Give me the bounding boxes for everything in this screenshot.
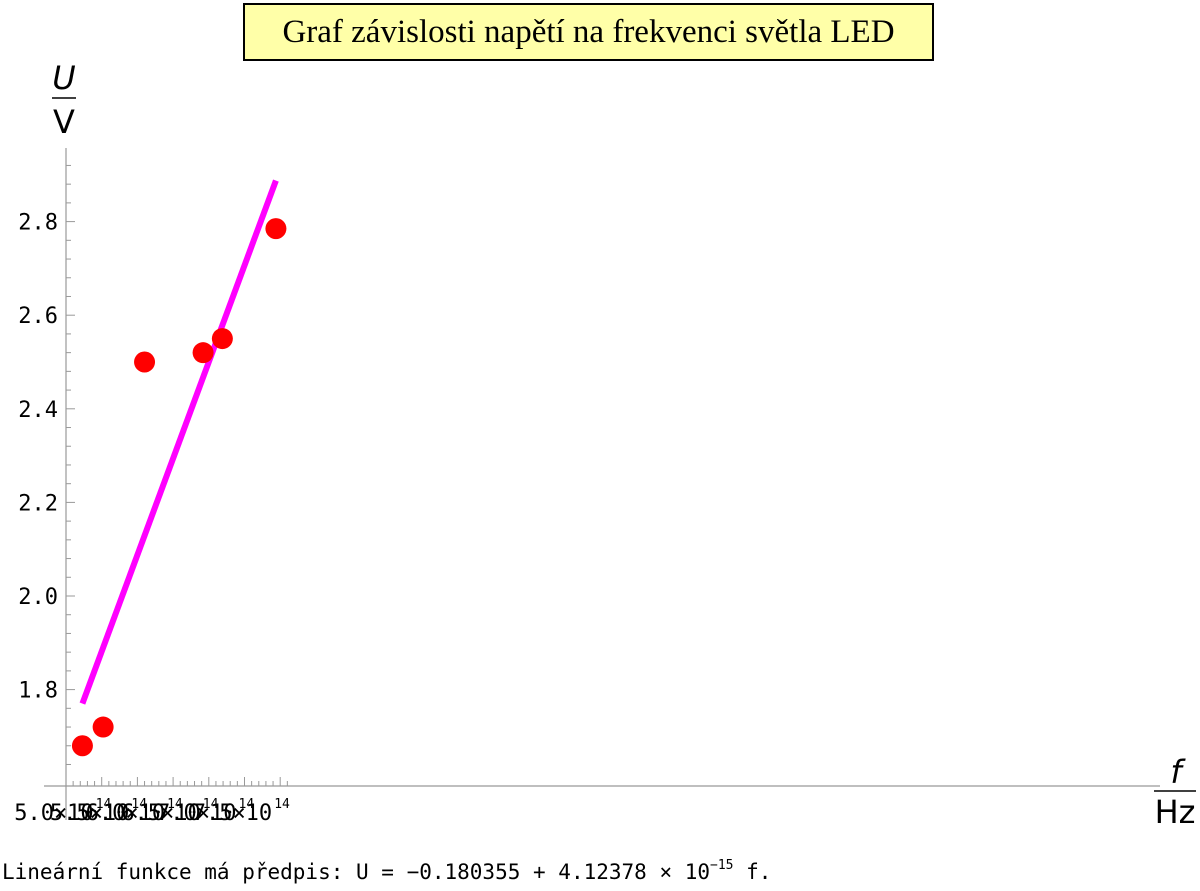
data-point: [192, 342, 214, 364]
data-point: [134, 351, 156, 373]
data-point: [265, 218, 287, 240]
x-tick-label: 6.0×10: [86, 801, 165, 826]
x-tick-label: 7.0×10: [157, 801, 236, 826]
chart-title: Graf závislosti napětí na frekvenci svět…: [243, 3, 934, 61]
x-tick-label: 7.5×10: [193, 801, 272, 826]
fit-formula-exponent: −15: [710, 858, 734, 873]
data-points: [71, 218, 287, 757]
x-axis-label-numerator: f: [1170, 753, 1186, 791]
y-axis-label-denominator: V: [53, 103, 75, 141]
y-axis-label-numerator: U: [52, 59, 75, 97]
y-tick-label: 2.6: [18, 304, 58, 329]
y-tick-label: 2.8: [18, 211, 58, 236]
x-tick-exponent: 14: [239, 797, 255, 812]
fit-formula: Lineární funkce má předpis: U = −0.18035…: [2, 858, 771, 884]
x-tick-exponent: 14: [274, 797, 290, 812]
x-tick-exponent: 14: [167, 797, 183, 812]
fit-line-group: [79, 179, 279, 705]
data-point: [71, 735, 93, 757]
y-tick-label: 1.8: [18, 679, 58, 704]
x-tick-label: 6.5×10: [121, 801, 200, 826]
fit-line: [79, 179, 279, 705]
x-tick-label: 5.5×10: [50, 801, 129, 826]
x-tick-exponent: 14: [203, 797, 219, 812]
x-tick-exponent: 14: [96, 797, 112, 812]
x-axis-label-denominator: Hz: [1155, 793, 1196, 831]
y-tick-label: 2.0: [18, 585, 58, 610]
x-tick-label: 5.0×10: [14, 801, 93, 826]
data-point: [92, 716, 114, 738]
axes: 5.0×10 145.5×10 146.0×10 146.5×10 147.0×10 14…: [14, 148, 1160, 826]
y-tick-label: 2.4: [18, 398, 58, 423]
y-tick-label: 2.2: [18, 491, 58, 516]
x-tick-exponent: 14: [131, 797, 147, 812]
data-point: [211, 328, 233, 350]
fit-formula-prefix: Lineární funkce má předpis: U = −0.18035…: [2, 860, 711, 884]
fit-formula-suffix: f.: [733, 860, 772, 884]
